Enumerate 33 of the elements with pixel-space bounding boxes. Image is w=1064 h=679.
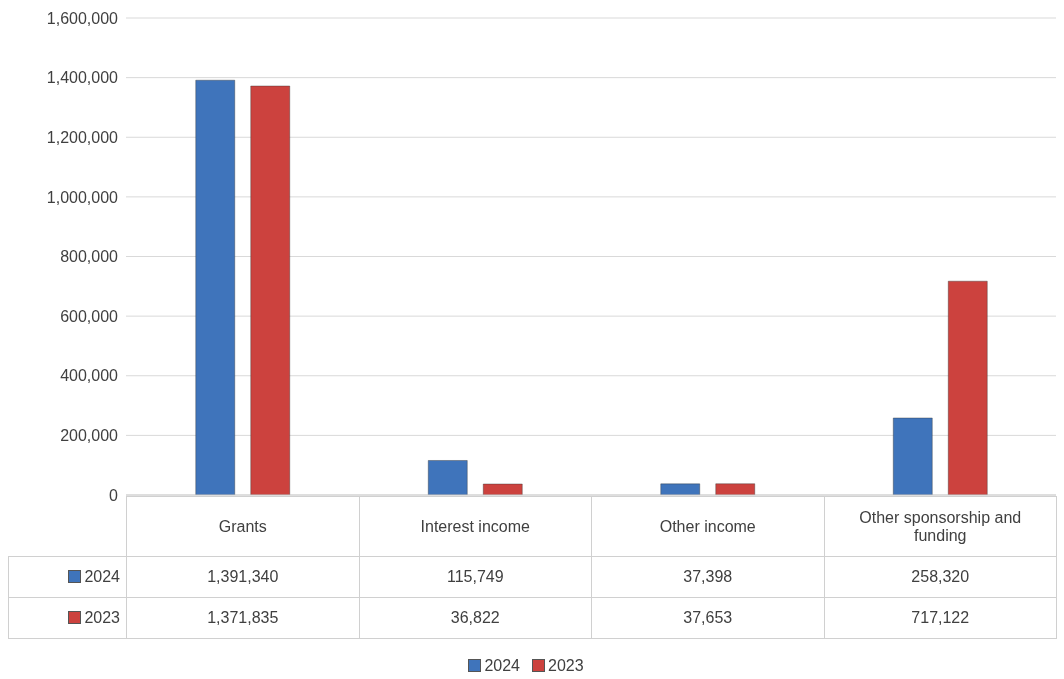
data-label: 1,371,835 <box>126 597 359 639</box>
y-tick-label: 600,000 <box>60 307 119 325</box>
y-tick-label: 400,000 <box>60 367 119 385</box>
y-tick-label: 0 <box>109 486 119 504</box>
data-label: 36,822 <box>359 597 592 639</box>
text: 2024 <box>484 657 520 674</box>
legend-label: 2023 <box>547 657 584 675</box>
x-tick-label: Interest income <box>359 496 592 557</box>
x-tick-label: Other income <box>591 496 824 557</box>
y-tick-label: 1,400,000 <box>46 69 119 87</box>
bar <box>715 483 756 495</box>
data-label: 37,653 <box>591 597 824 639</box>
data-label: 1,391,340 <box>126 556 359 598</box>
x-tick-label: Other sponsorship and funding <box>824 496 1057 557</box>
bar <box>892 417 933 495</box>
x-tick-label: Grants <box>126 496 359 557</box>
legend-label: 2024 <box>8 556 127 598</box>
text: 2023 <box>84 609 120 626</box>
data-label: 115,749 <box>359 556 592 598</box>
bar <box>250 85 291 495</box>
y-tick-label: 200,000 <box>60 427 119 445</box>
bar <box>195 79 236 495</box>
y-tick-label: 1,200,000 <box>46 128 119 146</box>
data-label: 717,122 <box>824 597 1057 639</box>
bar <box>947 280 988 495</box>
bar <box>482 483 523 495</box>
y-tick-label: 1,600,000 <box>46 9 119 27</box>
y-tick-label: 1,000,000 <box>46 188 119 206</box>
bar <box>427 459 468 495</box>
y-tick-label: 800,000 <box>60 248 119 266</box>
bar <box>660 483 701 495</box>
data-label: 37,398 <box>591 556 824 598</box>
data-label: 258,320 <box>824 556 1057 598</box>
